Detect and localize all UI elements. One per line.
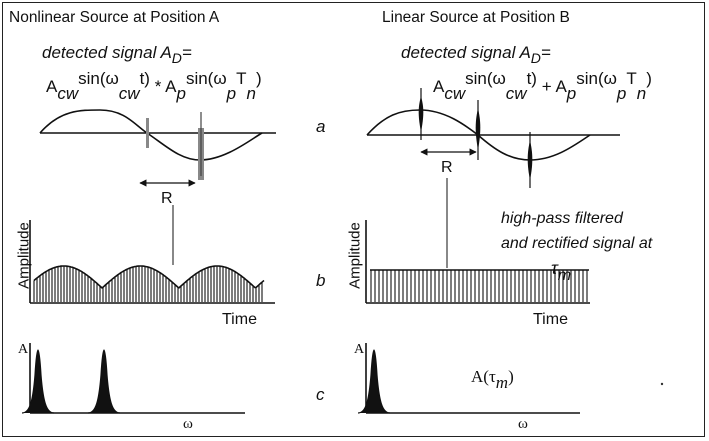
figure-frame — [2, 2, 705, 437]
row-label-a: a — [316, 117, 326, 136]
right-amplitude-plot — [365, 220, 590, 304]
left-omega-label: ω — [183, 416, 193, 432]
left-waveform-group — [39, 109, 276, 265]
left-cw-sine — [39, 109, 263, 161]
right-spectrum-plot — [357, 343, 580, 414]
right-detected-label: detected signal AD= — [401, 43, 551, 66]
left-spectrum-a-label: A — [18, 342, 29, 357]
right-omega-label: ω — [518, 416, 528, 432]
left-r-label: R — [161, 190, 173, 207]
left-equation: Acwsin(ωcwt) * Apsin(ωpTn) — [46, 69, 262, 103]
left-pulse-marker-1 — [146, 118, 149, 148]
right-waveform-group — [366, 88, 620, 268]
right-time-label: Time — [533, 311, 568, 328]
right-spectrum-peak — [357, 349, 391, 414]
left-amplitude-bars — [33, 266, 263, 302]
right-panel-title: Linear Source at Position B — [382, 9, 570, 26]
highpass-note: high-pass filtered and rectified signal … — [501, 210, 653, 284]
left-panel-title: Nonlinear Source at Position A — [9, 9, 220, 26]
left-amplitude-plot — [29, 220, 275, 304]
row-label-c: c — [316, 385, 325, 404]
left-detected-label: detected signal AD= — [42, 43, 192, 66]
right-r-label: R — [441, 159, 453, 176]
a-tau-m-label: A(τm) — [471, 367, 514, 392]
left-spectrum-plot — [21, 343, 245, 414]
right-spectrum-a-label: A — [354, 342, 365, 357]
speck — [660, 382, 664, 386]
left-spectrum-peak-2 — [87, 349, 121, 414]
left-amplitude-envelope — [33, 265, 265, 289]
right-amplitude-bars — [370, 270, 588, 302]
right-equation: Acwsin(ωcwt) + Apsin(ωpTn) — [433, 69, 652, 103]
row-label-b: b — [316, 271, 326, 290]
left-time-label: Time — [222, 311, 257, 328]
left-spectrum-peak-1 — [21, 349, 55, 414]
